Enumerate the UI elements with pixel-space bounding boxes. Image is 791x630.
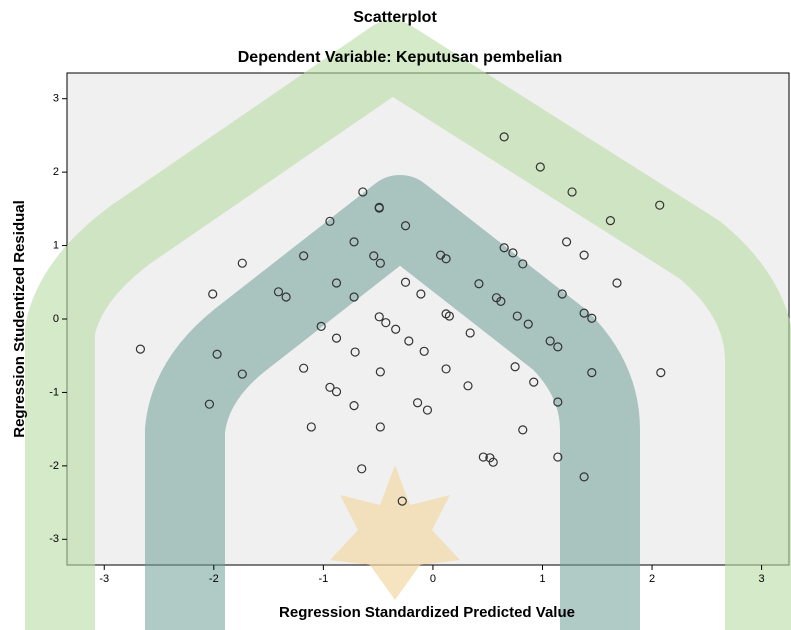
point — [441, 254, 451, 264]
point — [331, 333, 342, 343]
point — [416, 289, 426, 299]
x-tick-label: 1 — [539, 573, 545, 585]
y-tick-label: -2 — [49, 460, 59, 472]
point — [350, 347, 360, 357]
point — [331, 387, 342, 397]
point — [579, 250, 589, 260]
point — [374, 312, 384, 322]
point — [441, 364, 451, 374]
point — [656, 368, 666, 378]
point — [510, 362, 520, 372]
point — [422, 405, 433, 415]
y-tick-label: 1 — [53, 239, 59, 251]
x-tick-label: 2 — [649, 573, 655, 585]
point — [208, 289, 218, 299]
point — [518, 259, 528, 269]
x-tick-label: -1 — [318, 573, 328, 585]
point — [204, 399, 215, 409]
point — [400, 277, 411, 287]
chart-subtitle: Dependent Variable: Keputusan pembelian — [238, 49, 563, 66]
point — [325, 382, 335, 392]
x-tick-label: 0 — [430, 573, 436, 585]
y-axis-label: Regression Studentized Residual — [11, 200, 28, 438]
y-tick-label: 2 — [53, 166, 59, 178]
point — [488, 457, 498, 467]
point — [579, 308, 589, 318]
point — [375, 422, 385, 432]
point — [375, 367, 385, 377]
point — [369, 251, 379, 261]
point — [331, 278, 342, 288]
point — [523, 319, 533, 329]
point — [587, 368, 597, 378]
point — [357, 464, 367, 474]
x-axis-label: Regression Standardized Predicted Value — [279, 604, 575, 621]
point — [465, 328, 475, 338]
point — [478, 452, 488, 462]
point — [545, 336, 555, 346]
point — [612, 278, 622, 288]
x-tick-label: -3 — [99, 573, 109, 585]
watermark-arch-outer — [25, 20, 791, 630]
point — [349, 237, 359, 247]
point — [499, 243, 509, 253]
point — [306, 422, 316, 432]
point — [655, 200, 665, 210]
point — [557, 289, 567, 299]
point — [553, 342, 563, 352]
point — [358, 187, 368, 197]
point — [325, 216, 335, 226]
chart-title: Scatterplot — [353, 9, 437, 26]
point — [212, 349, 222, 359]
point — [237, 369, 247, 379]
point — [561, 237, 572, 247]
point — [404, 336, 414, 346]
point — [419, 346, 429, 356]
point — [375, 258, 385, 268]
watermark-star — [330, 465, 460, 600]
point — [316, 321, 326, 331]
point — [412, 398, 423, 408]
point — [463, 381, 473, 391]
point — [579, 472, 589, 482]
point — [374, 203, 384, 213]
point — [587, 313, 597, 323]
point — [135, 344, 146, 354]
watermark — [25, 20, 791, 630]
point — [553, 397, 563, 407]
point — [499, 132, 509, 142]
x-tick-label: -2 — [209, 573, 219, 585]
point — [474, 279, 484, 289]
point — [391, 324, 401, 334]
y-tick-label: -1 — [49, 386, 59, 398]
point — [496, 296, 506, 306]
point — [400, 221, 411, 231]
point — [281, 292, 291, 302]
point — [273, 287, 284, 297]
point — [299, 363, 309, 373]
point — [567, 187, 577, 197]
point — [444, 311, 454, 321]
y-tick-label: 3 — [53, 93, 59, 105]
point — [237, 258, 247, 268]
point — [553, 452, 563, 462]
point — [397, 496, 407, 506]
point — [349, 292, 359, 302]
point — [349, 401, 359, 411]
point — [605, 216, 616, 226]
y-tick-label: 0 — [53, 313, 59, 325]
point — [535, 162, 545, 172]
x-tick-label: 3 — [759, 573, 765, 585]
points-layer — [135, 132, 666, 506]
point — [518, 425, 528, 435]
point — [529, 377, 539, 387]
watermark-arch-inner — [145, 175, 640, 630]
point — [508, 248, 518, 258]
point — [299, 251, 309, 261]
point — [381, 318, 391, 328]
y-tick-label: -3 — [49, 533, 59, 545]
point — [512, 311, 522, 321]
